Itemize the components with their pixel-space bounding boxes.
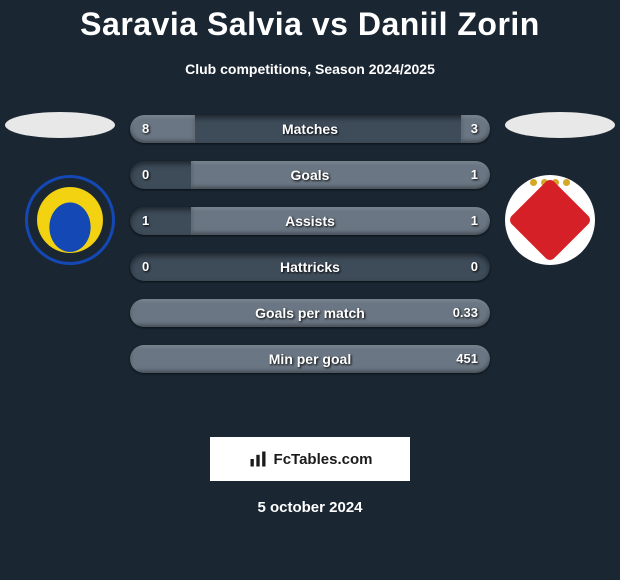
stat-fill-left bbox=[130, 115, 195, 143]
club-logo-left bbox=[25, 175, 115, 265]
stat-bar: 0Goals1 bbox=[130, 161, 490, 189]
stat-fill-right bbox=[191, 161, 490, 189]
stat-bar: 0Hattricks0 bbox=[130, 253, 490, 281]
stat-bar: 1Assists1 bbox=[130, 207, 490, 235]
stat-fill-right bbox=[130, 299, 490, 327]
page-title: Saravia Salvia vs Daniil Zorin bbox=[0, 0, 620, 43]
stat-value-left: 1 bbox=[142, 207, 149, 235]
snapshot-date: 5 october 2024 bbox=[0, 499, 620, 516]
stat-fill-right bbox=[191, 207, 490, 235]
brand-badge[interactable]: FcTables.com bbox=[210, 437, 410, 481]
comparison-area: 8Matches30Goals11Assists10Hattricks0Goal… bbox=[0, 115, 620, 415]
chart-icon bbox=[248, 449, 268, 469]
stat-value-left: 0 bbox=[142, 161, 149, 189]
club-logo-right bbox=[505, 175, 595, 265]
stat-value-right: 0 bbox=[471, 253, 478, 281]
subtitle: Club competitions, Season 2024/2025 bbox=[0, 61, 620, 77]
stat-bar: Min per goal451 bbox=[130, 345, 490, 373]
player-slot-left bbox=[5, 112, 115, 138]
player-slot-right bbox=[505, 112, 615, 138]
stat-label: Hattricks bbox=[130, 253, 490, 281]
stat-bar: 8Matches3 bbox=[130, 115, 490, 143]
brand-text: FcTables.com bbox=[274, 451, 373, 468]
stat-fill-right bbox=[130, 345, 490, 373]
stat-fill-right bbox=[461, 115, 490, 143]
stat-bars: 8Matches30Goals11Assists10Hattricks0Goal… bbox=[130, 115, 490, 373]
stat-bar: Goals per match0.33 bbox=[130, 299, 490, 327]
stat-value-left: 0 bbox=[142, 253, 149, 281]
